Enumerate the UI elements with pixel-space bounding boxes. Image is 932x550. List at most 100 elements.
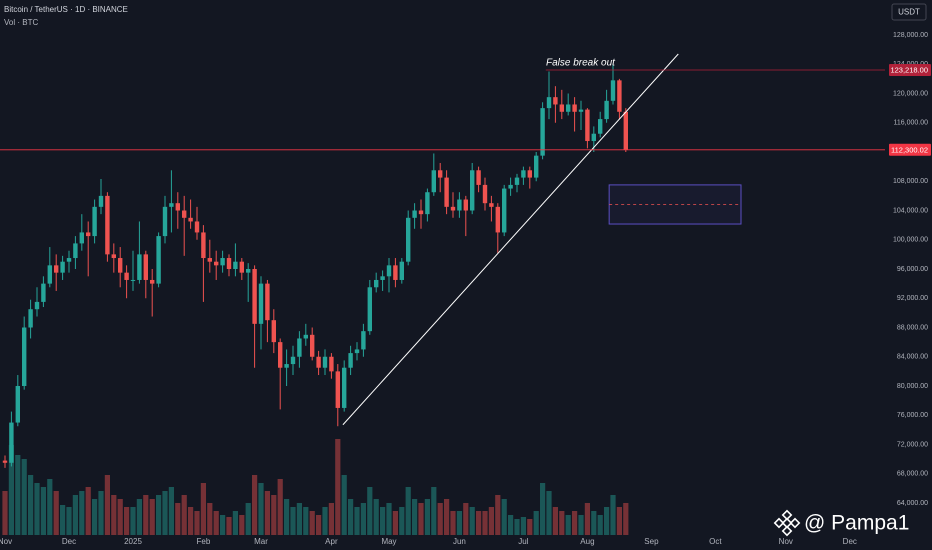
volume-bar — [290, 507, 296, 535]
volume-bar — [591, 511, 597, 535]
volume-bar — [604, 507, 610, 535]
price-label-box — [889, 63, 931, 76]
volume-bar — [258, 483, 264, 535]
volume-bar — [450, 511, 456, 535]
candle-body — [610, 80, 616, 101]
currency[interactable]: USDT — [898, 8, 920, 17]
y-tick-label: 104,000.00 — [893, 207, 928, 214]
volume-bar — [226, 517, 232, 535]
volume-bar — [335, 439, 341, 535]
candle-body — [335, 371, 340, 408]
volume-bar — [444, 499, 450, 535]
candle-body — [28, 309, 33, 328]
volume-bar — [309, 511, 315, 535]
volume-bar — [456, 511, 462, 535]
candle-body — [150, 279, 155, 284]
volume-bar — [277, 479, 283, 535]
candle-body — [156, 236, 161, 284]
volume-bar — [354, 507, 360, 535]
volume-bar — [130, 507, 136, 535]
candle-body — [182, 210, 187, 218]
volume-bar — [597, 515, 603, 535]
y-tick-label: 108,000.00 — [893, 178, 928, 185]
symbol-title: Bitcoin / TetherUS · 1D · BINANCE — [4, 5, 128, 14]
candle-body — [9, 422, 14, 463]
candle-body — [265, 283, 270, 321]
volume-bar — [136, 499, 142, 535]
volume-bar — [34, 483, 40, 535]
volume-bar — [412, 499, 418, 535]
volume-bar — [476, 511, 482, 535]
x-tick-label: May — [381, 537, 396, 546]
candle-body — [361, 331, 366, 350]
volume-bar — [533, 511, 539, 535]
volume-bar — [232, 511, 238, 535]
candle-body — [246, 268, 251, 273]
candle-body — [470, 170, 475, 211]
candle-body — [450, 206, 456, 211]
currency-box[interactable] — [891, 3, 927, 21]
volume-bar — [21, 459, 27, 535]
candle-body — [342, 367, 347, 408]
candle-body — [258, 283, 264, 324]
candle-body — [303, 334, 308, 339]
volume-bar — [175, 503, 181, 535]
candle-body — [169, 203, 174, 207]
watermark-logo — [773, 509, 801, 537]
volume-bar — [181, 495, 187, 535]
candle-body — [271, 320, 276, 343]
candle-body — [105, 195, 110, 255]
candle-body — [207, 258, 212, 262]
candle-body — [226, 258, 232, 269]
volume-bar — [386, 503, 392, 535]
candle-body — [92, 206, 97, 237]
volume-bar — [66, 507, 72, 535]
y-tick-label: 88,000.00 — [897, 324, 928, 331]
candle-body — [220, 258, 225, 266]
volume-bar — [2, 491, 8, 535]
candle-body — [290, 356, 296, 365]
candle-body — [252, 268, 257, 324]
volume-bar — [8, 445, 14, 535]
volume-bar — [616, 507, 622, 535]
volume-bar — [284, 499, 290, 535]
volume-bar — [264, 491, 270, 535]
candle-body — [22, 327, 27, 386]
candle-body — [162, 206, 168, 237]
candle-body — [233, 261, 238, 269]
volume-bar — [220, 515, 226, 535]
candle-body — [201, 232, 206, 259]
volume-bar — [213, 511, 219, 535]
volume-bar — [559, 511, 565, 535]
candle-body — [124, 272, 129, 280]
x-tick-label: Jul — [518, 537, 528, 546]
candle-body — [2, 460, 8, 463]
candle-body — [322, 356, 328, 368]
volume-bar — [463, 503, 469, 535]
volume-bar — [495, 495, 501, 535]
volume-bar — [271, 495, 277, 535]
candle-body — [54, 265, 59, 273]
candle-body — [118, 258, 123, 273]
volume-bar — [424, 499, 430, 535]
candle-body — [239, 261, 244, 273]
candle-body — [463, 199, 468, 211]
volume-bar — [104, 475, 110, 535]
x-tick-label: Oct — [709, 537, 722, 546]
x-tick-label: Dec — [62, 537, 76, 546]
candle-body — [598, 119, 603, 134]
volume-bar — [514, 519, 520, 535]
y-tick-label: 68,000.00 — [897, 471, 928, 478]
volume-bar — [149, 499, 155, 535]
candle-body — [578, 109, 584, 112]
volume-bar — [392, 511, 398, 535]
y-tick-label: 116,000.00 — [893, 120, 928, 127]
volume-bar — [117, 499, 123, 535]
candle-body — [41, 283, 46, 302]
candle-body — [316, 356, 321, 368]
volume-bar — [72, 495, 78, 535]
candle-body — [374, 279, 379, 288]
volume-bar — [162, 491, 168, 535]
